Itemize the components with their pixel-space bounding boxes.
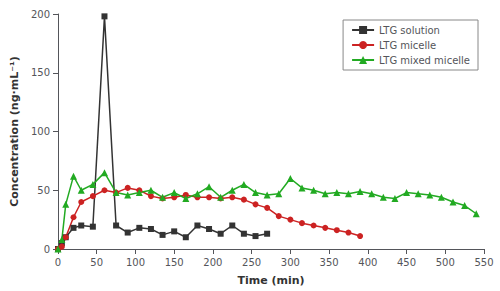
svg-text:LTG solution: LTG solution (379, 25, 440, 36)
svg-text:350: 350 (320, 257, 339, 268)
svg-text:100: 100 (31, 126, 50, 137)
svg-text:250: 250 (242, 257, 261, 268)
svg-text:50: 50 (37, 185, 50, 196)
svg-text:0: 0 (44, 244, 50, 255)
svg-text:50: 50 (90, 257, 103, 268)
svg-text:400: 400 (358, 257, 377, 268)
svg-text:LTG mixed micelle: LTG mixed micelle (379, 55, 470, 66)
svg-text:LTG micelle: LTG micelle (379, 40, 436, 51)
svg-text:100: 100 (126, 257, 145, 268)
svg-text:200: 200 (203, 257, 222, 268)
svg-text:450: 450 (397, 257, 416, 268)
svg-text:200: 200 (31, 9, 50, 20)
svg-text:Concentration (ng·mL⁻¹): Concentration (ng·mL⁻¹) (8, 56, 21, 207)
svg-text:Time (min): Time (min) (237, 274, 304, 287)
svg-text:500: 500 (436, 257, 455, 268)
svg-text:150: 150 (165, 257, 184, 268)
svg-text:550: 550 (474, 257, 493, 268)
svg-text:0: 0 (55, 257, 61, 268)
svg-text:300: 300 (281, 257, 300, 268)
svg-text:150: 150 (31, 67, 50, 78)
